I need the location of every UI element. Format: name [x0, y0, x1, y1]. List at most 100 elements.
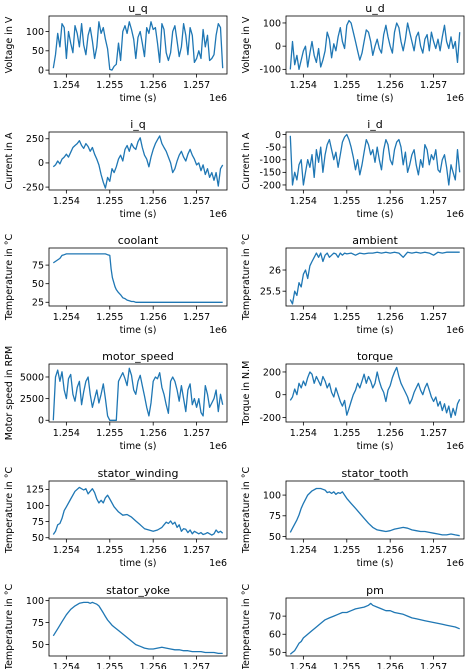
y-tick-label: 0	[38, 65, 44, 76]
x-tick-label: 1.256	[377, 196, 404, 207]
x-tick-label: 1.257	[183, 545, 210, 556]
x-offset-label: 1e6	[446, 93, 464, 104]
axes-frame	[48, 131, 228, 191]
x-tick-label: 1.256	[140, 196, 167, 207]
panel-i_q: i_q 1.254 1.255 1.256 1.257 1e6 time (s) -250 0 2…	[4, 118, 228, 220]
x-tick-label: 1.257	[420, 312, 447, 323]
y-axis-label: Temperature in °C	[241, 584, 252, 669]
x-axis-label: time (s)	[357, 558, 394, 569]
panel-u_d: u_d 1.254 1.255 1.256 1.257 1e6 time (s) -100 0 1…	[241, 2, 465, 104]
x-offset-label: 1e6	[209, 441, 227, 452]
x-tick-label: 1.257	[420, 80, 447, 91]
y-tick-label: 100	[26, 596, 44, 607]
y-tick-label: 75	[32, 618, 44, 629]
y-tick-label: 75	[269, 511, 281, 522]
panel-title: i_q	[130, 118, 146, 131]
y-axis-label: Torque in N.M	[241, 361, 252, 427]
y-axis-label: Current in A	[4, 132, 15, 189]
x-tick-label: 1.254	[53, 312, 80, 323]
panel-ambient: ambient 1.254 1.255 1.256 1.257 1e6 time (s) 25…	[241, 234, 465, 336]
panel-u_q: u_q 1.254 1.255 1.256 1.257 1e6 time (s) 0 50 100…	[4, 2, 228, 104]
series-line	[289, 251, 460, 305]
x-tick-label: 1.256	[377, 662, 404, 669]
y-tick-label: -50	[265, 142, 281, 153]
y-tick-label: 100	[263, 18, 281, 29]
panel-stator_tooth: stator_tooth 1.254 1.255 1.256 1.257 1e6 time …	[241, 467, 465, 569]
y-tick-label: 125	[26, 485, 44, 496]
y-tick-label: 5000	[20, 372, 44, 383]
x-tick-label: 1.257	[420, 545, 447, 556]
x-axis-label: time (s)	[357, 325, 394, 336]
axes-frame	[285, 15, 465, 75]
y-tick-label: 50	[32, 46, 44, 57]
y-axis-label: Motor speed in RPM	[4, 346, 15, 440]
y-tick-label: 0	[275, 390, 281, 401]
panel-title: torque	[357, 350, 393, 363]
y-tick-label: 2500	[20, 394, 44, 405]
y-tick-label: 25.5	[260, 286, 281, 297]
axes-frame	[48, 480, 228, 540]
x-tick-label: 1.254	[290, 545, 317, 556]
series-line	[52, 135, 224, 189]
x-tick-label: 1.255	[333, 545, 360, 556]
x-tick-label: 1.257	[183, 196, 210, 207]
series-line	[52, 601, 223, 655]
x-offset-label: 1e6	[209, 325, 227, 336]
axes-frame	[285, 247, 465, 307]
x-tick-label: 1.255	[96, 312, 123, 323]
x-axis-label: time (s)	[357, 93, 394, 104]
x-tick-label: 1.254	[53, 545, 80, 556]
y-tick-label: 50	[32, 533, 44, 544]
x-tick-label: 1.257	[183, 662, 210, 669]
x-offset-label: 1e6	[446, 209, 464, 220]
x-tick-label: 1.255	[96, 80, 123, 91]
y-tick-label: 0	[275, 41, 281, 52]
series-line	[289, 366, 461, 419]
y-tick-label: -100	[259, 155, 281, 166]
panel-title: i_d	[367, 118, 383, 131]
x-offset-label: 1e6	[446, 441, 464, 452]
x-tick-label: 1.254	[53, 428, 80, 439]
x-offset-label: 1e6	[209, 209, 227, 220]
x-tick-label: 1.254	[290, 196, 317, 207]
series-line	[289, 19, 461, 71]
x-tick-label: 1.255	[96, 545, 123, 556]
x-tick-label: 1.255	[333, 428, 360, 439]
x-tick-label: 1.256	[140, 545, 167, 556]
y-tick-label: 0	[275, 130, 281, 141]
y-axis-label: Temperature in °C	[4, 234, 15, 322]
y-tick-label: 26	[269, 265, 281, 276]
axes-frame	[48, 597, 228, 657]
x-offset-label: 1e6	[209, 558, 227, 569]
x-axis-label: time (s)	[120, 441, 157, 452]
x-tick-label: 1.256	[140, 662, 167, 669]
x-offset-label: 1e6	[446, 325, 464, 336]
y-tick-label: 200	[263, 367, 281, 378]
x-tick-label: 1.256	[377, 80, 404, 91]
x-tick-label: 1.256	[377, 428, 404, 439]
x-tick-label: 1.254	[53, 662, 80, 669]
x-tick-label: 1.255	[333, 80, 360, 91]
axes-frame	[48, 363, 228, 423]
axes-frame	[48, 15, 228, 75]
y-tick-label: 0	[38, 416, 44, 427]
x-axis-label: time (s)	[357, 209, 394, 220]
x-tick-label: 1.254	[290, 312, 317, 323]
x-axis-label: time (s)	[120, 209, 157, 220]
panel-title: coolant	[118, 234, 159, 247]
panel-title: pm	[366, 584, 384, 597]
panel-torque: torque 1.254 1.255 1.256 1.257 1e6 time (s) -20…	[241, 350, 465, 452]
y-tick-label: 100	[26, 501, 44, 512]
y-tick-label: 60	[269, 630, 281, 641]
y-axis-label: Temperature in °C	[4, 584, 15, 669]
x-tick-label: 1.254	[53, 196, 80, 207]
axes-frame	[285, 597, 465, 657]
x-offset-label: 1e6	[209, 93, 227, 104]
y-tick-label: -250	[22, 182, 44, 193]
series-line	[289, 133, 461, 186]
x-tick-label: 1.255	[96, 428, 123, 439]
x-tick-label: 1.257	[183, 80, 210, 91]
x-tick-label: 1.254	[53, 80, 80, 91]
